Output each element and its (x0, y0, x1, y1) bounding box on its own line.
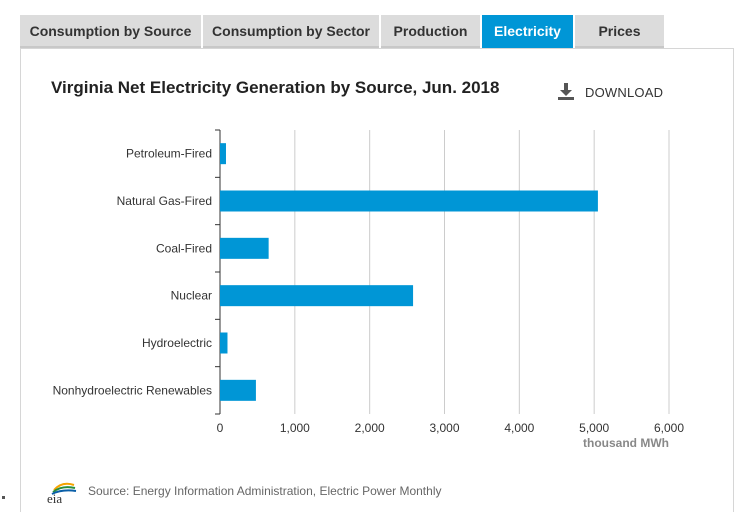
tab-consumption-by-sector[interactable]: Consumption by Sector (203, 15, 379, 48)
source-footer: eia Source: Energy Information Administr… (44, 478, 441, 504)
tab-production[interactable]: Production (381, 15, 480, 48)
bar (220, 143, 226, 165)
tab-consumption-by-source[interactable]: Consumption by Source (20, 15, 201, 48)
x-tick-label: 5,000 (579, 421, 609, 435)
x-tick-label: 0 (217, 421, 224, 435)
bar (220, 237, 269, 259)
x-tick-label: 3,000 (429, 421, 459, 435)
chart-panel (20, 48, 734, 512)
category-label: Hydroelectric (142, 336, 212, 350)
bar (220, 190, 598, 212)
tab-prices[interactable]: Prices (575, 15, 664, 48)
x-axis-label: thousand MWh (583, 436, 669, 450)
x-tick-label: 2,000 (355, 421, 385, 435)
source-text: Source: Energy Information Administratio… (88, 484, 442, 498)
download-label: DOWNLOAD (585, 84, 664, 100)
category-label: Nuclear (171, 289, 212, 303)
x-tick-label: 6,000 (654, 421, 684, 435)
eia-logo: eia (47, 482, 77, 504)
category-label: Petroleum-Fired (126, 147, 212, 161)
download-icon (558, 83, 574, 100)
x-tick-label: 4,000 (504, 421, 534, 435)
svg-text:eia: eia (47, 491, 62, 504)
bar (220, 285, 414, 307)
category-label: Nonhydroelectric Renewables (53, 383, 212, 397)
chart-title: Virginia Net Electricity Generation by S… (51, 78, 500, 97)
corner-mark (2, 496, 5, 499)
tab-electricity[interactable]: Electricity (482, 15, 573, 48)
bar (220, 332, 228, 354)
download-button[interactable]: DOWNLOAD (556, 82, 663, 102)
category-label: Natural Gas-Fired (117, 194, 212, 208)
bar (220, 379, 256, 401)
category-label: Coal-Fired (156, 241, 212, 255)
x-tick-label: 1,000 (280, 421, 310, 435)
